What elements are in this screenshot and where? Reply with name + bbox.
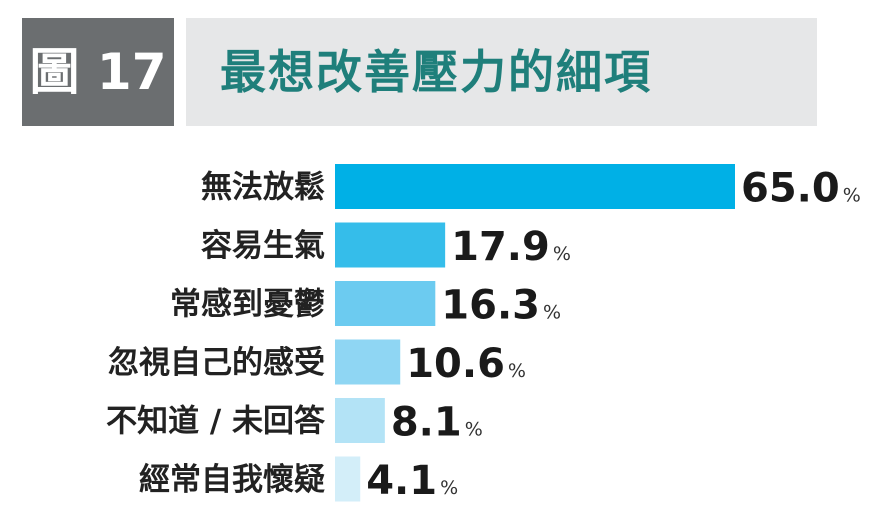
figure-number-badge: 圖 17 bbox=[22, 18, 174, 126]
bar bbox=[335, 164, 735, 209]
bar bbox=[335, 456, 361, 502]
bar bbox=[335, 339, 401, 385]
bar bbox=[335, 281, 436, 326]
data-label: 4.1% bbox=[366, 458, 458, 504]
chart-title: 最想改善壓力的細項 bbox=[220, 45, 652, 99]
category-label: 常感到憂鬱 bbox=[170, 287, 325, 323]
data-label: 65.0% bbox=[741, 166, 861, 212]
category-label: 無法放鬆 bbox=[201, 170, 325, 206]
chart-header: 圖 17 最想改善壓力的細項 bbox=[22, 18, 817, 126]
title-banner: 最想改善壓力的細項 bbox=[186, 18, 817, 126]
data-label: 17.9% bbox=[451, 224, 571, 270]
category-label: 經常自我懷疑 bbox=[139, 462, 325, 498]
data-label: 8.1% bbox=[391, 400, 483, 446]
data-label: 10.6% bbox=[406, 341, 526, 387]
category-label: 容易生氣 bbox=[201, 228, 325, 264]
category-label: 忽視自己的感受 bbox=[108, 345, 325, 381]
bar bbox=[335, 222, 446, 268]
category-label: 不知道 / 未回答 bbox=[106, 404, 326, 440]
data-label: 16.3% bbox=[441, 283, 561, 329]
bar bbox=[335, 398, 385, 443]
